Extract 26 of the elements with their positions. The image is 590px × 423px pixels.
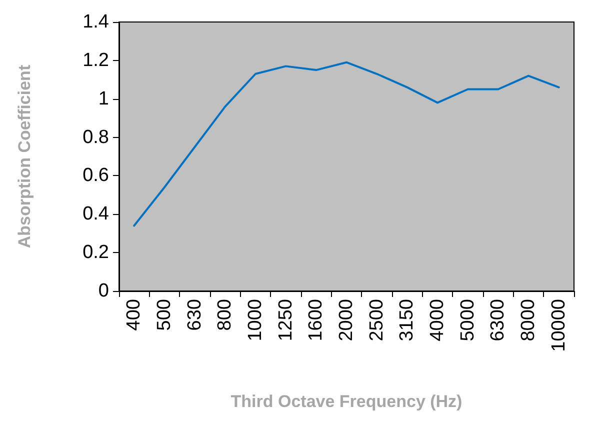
x-axis-title: Third Octave Frequency (Hz) [230, 392, 462, 411]
y-tick-label: 1.2 [82, 50, 109, 71]
x-tick-label: 10000 [548, 299, 570, 352]
x-tick-label: 400 [124, 299, 145, 331]
y-tick-label: 0.6 [82, 165, 109, 186]
y-axis-title: Absorption Coefficient [15, 64, 34, 248]
y-tick-label: 0.8 [82, 126, 109, 148]
x-tick-label: 3150 [396, 299, 418, 342]
x-tick-label: 1250 [275, 299, 296, 342]
x-tick-label: 1000 [245, 299, 266, 342]
x-tick-label: 5000 [457, 299, 478, 342]
x-tick-label: 6300 [488, 299, 509, 342]
x-tick-label: 4000 [427, 299, 448, 342]
x-tick-label: 2500 [366, 299, 388, 342]
x-tick-label: 1600 [306, 299, 327, 342]
x-tick-label: 8000 [518, 299, 539, 342]
line-series [133, 61, 560, 227]
y-tick-label: 1 [98, 88, 109, 110]
y-tick-label: 0.2 [82, 242, 109, 264]
x-tick-label: 800 [214, 299, 236, 331]
x-tick-label: 630 [184, 299, 206, 331]
y-tick-label: 1.4 [82, 12, 110, 32]
x-tick-label: 500 [154, 299, 175, 331]
y-tick-label: 0 [98, 280, 109, 302]
x-tick-label: 2000 [336, 299, 357, 342]
y-tick-label: 0.4 [82, 204, 110, 225]
